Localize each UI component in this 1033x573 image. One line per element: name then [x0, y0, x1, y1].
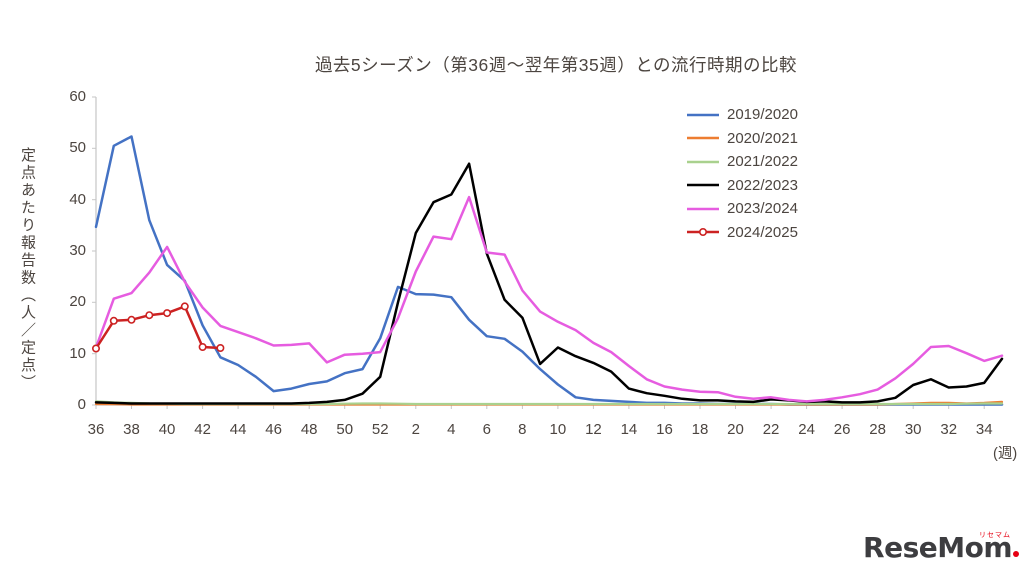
x-tick-label: 44: [229, 421, 247, 438]
legend-item-2019-2020: 2019/2020: [686, 103, 798, 127]
legend-label: 2021/2022: [727, 153, 798, 171]
x-tick-label: 2: [411, 421, 420, 438]
x-tick-label: 16: [656, 421, 673, 438]
resemom-logo: リセマム ReseMom: [863, 531, 1019, 565]
x-tick-label: 6: [482, 421, 491, 438]
x-tick-label: 28: [869, 421, 886, 438]
y-axis-title: 定点あたり報告数（人／定点）: [19, 147, 36, 392]
resemom-logo-text: ReseMom: [863, 531, 1012, 564]
x-axis-tick-labels: 36 38 40 42 44 46 48 50 52 2 4 6 8 10 12 14 16 18 20 22 24 26…: [0, 421, 1033, 443]
x-tick-label: 22: [762, 421, 780, 438]
x-tick-label: 46: [265, 421, 282, 438]
legend-line-swatch: [687, 207, 719, 210]
logo-dot-icon: [1013, 551, 1019, 557]
legend-label: 2019/2020: [727, 106, 798, 124]
x-tick-label: 8: [518, 421, 527, 438]
y-tick-label: 30: [69, 242, 86, 259]
y-axis-tick-labels: 0 10 20 30 40 50 60: [50, 0, 86, 573]
x-tick-label: 10: [549, 421, 567, 438]
legend-line-swatch: [687, 184, 719, 187]
x-tick-label: 52: [371, 421, 389, 438]
x-tick-label: 18: [691, 421, 709, 438]
legend-item-2020-2021: 2020/2021: [686, 127, 798, 151]
y-tick-label: 10: [69, 344, 86, 362]
x-tick-label: 24: [798, 421, 815, 438]
chart-title: 過去5シーズン（第36週～翌年第35週）との流行時期の比較: [314, 55, 798, 75]
x-tick-label: 20: [727, 421, 744, 438]
x-tick-label: 14: [620, 421, 638, 438]
x-axis-unit-label: (週): [993, 446, 1018, 462]
legend: 2019/2020 2020/2021 2021/2022 2022/2023 2023…: [686, 103, 798, 244]
legend-line-swatch: [687, 228, 719, 237]
legend-label: 2024/2025: [727, 223, 798, 241]
resemom-logo-sub-text: リセマム: [979, 532, 1011, 539]
legend-item-2021-2022: 2021/2022: [686, 150, 798, 174]
x-tick-label: 32: [940, 421, 958, 438]
y-tick-label: 50: [69, 139, 86, 157]
legend-line-swatch: [687, 160, 719, 163]
legend-item-2023-2024: 2023/2024: [686, 197, 798, 221]
x-tick-label: 48: [300, 421, 318, 438]
x-tick-label: 38: [123, 421, 140, 438]
y-tick-label: 40: [69, 190, 86, 208]
x-tick-label: 26: [833, 421, 851, 438]
x-tick-label: 50: [336, 421, 354, 438]
y-tick-label: 60: [69, 88, 86, 105]
y-tick-label: 20: [69, 293, 86, 311]
x-tick-label: 42: [194, 421, 211, 438]
legend-line-swatch: [687, 113, 719, 116]
legend-label: 2022/2023: [727, 176, 798, 194]
x-tick-label: 30: [904, 421, 922, 438]
legend-label: 2023/2024: [727, 200, 798, 218]
legend-label: 2020/2021: [727, 129, 798, 147]
legend-item-2022-2023: 2022/2023: [686, 174, 798, 198]
legend-item-2024-2025: 2024/2025: [686, 221, 798, 245]
x-tick-label: 34: [975, 421, 993, 438]
x-tick-label: 4: [447, 421, 456, 438]
x-tick-label: 36: [87, 421, 105, 438]
legend-line-swatch: [687, 137, 719, 140]
x-tick-label: 12: [585, 421, 602, 438]
x-tick-label: 40: [158, 421, 176, 438]
y-tick-label: 0: [77, 396, 86, 413]
